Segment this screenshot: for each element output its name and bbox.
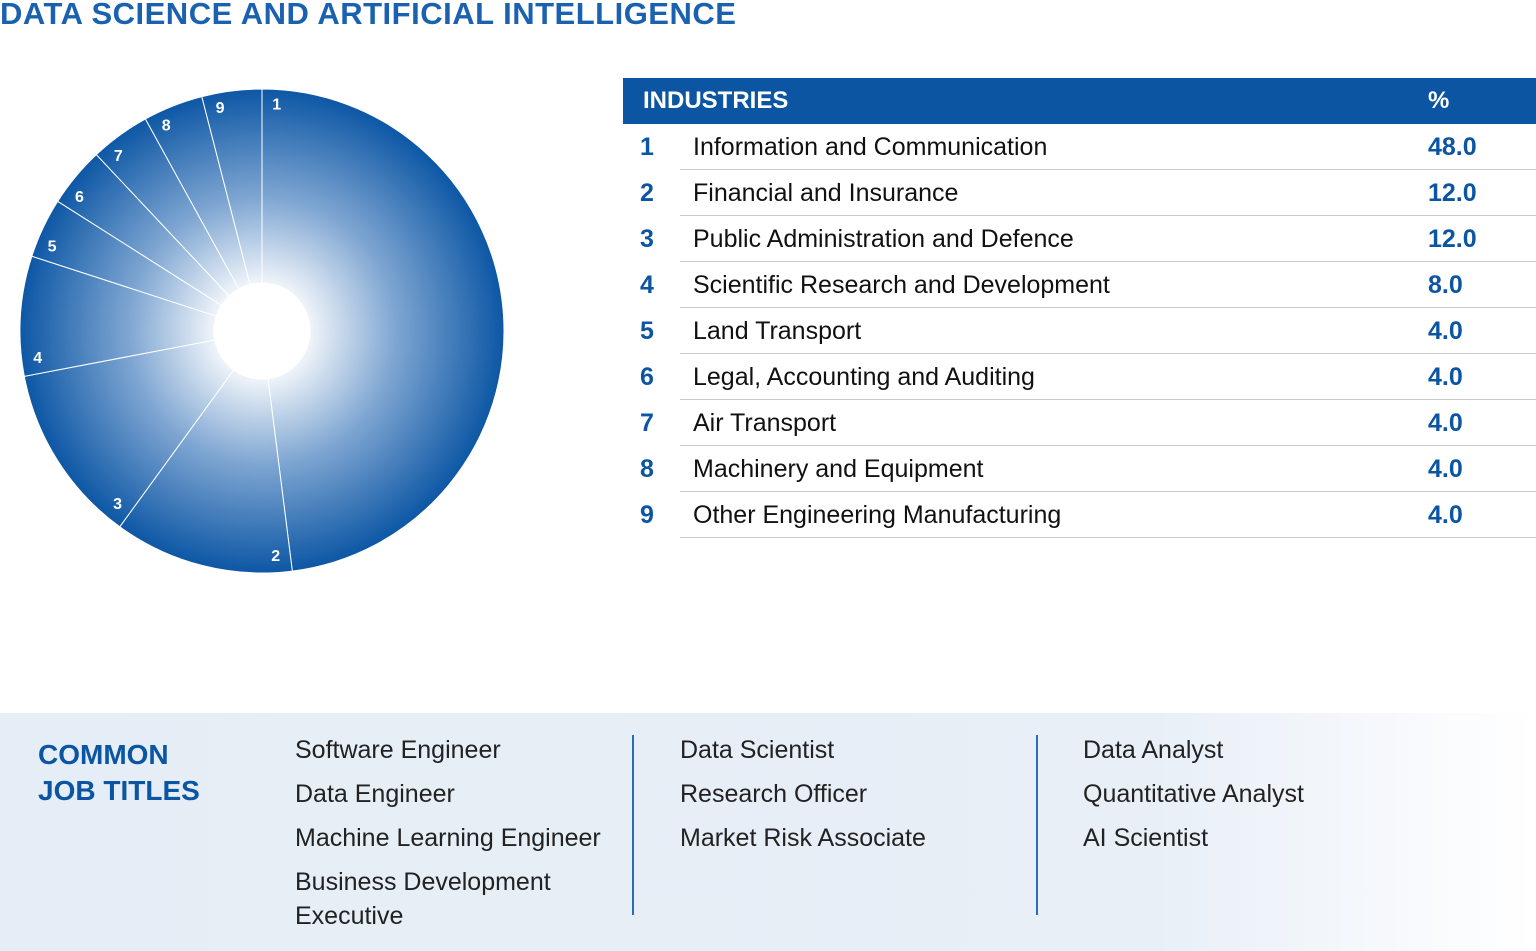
table-row: 3 Public Administration and Defence 12.0 [640, 216, 1536, 262]
row-number: 4 [640, 271, 654, 299]
table-row: 8 Machinery and Equipment 4.0 [640, 446, 1536, 492]
pie-slice [19, 255, 217, 377]
slice-label: 1 [272, 97, 281, 114]
row-number: 6 [640, 363, 654, 391]
table-row: 6 Legal, Accounting and Auditing 4.0 [640, 354, 1536, 400]
row-number: 7 [640, 409, 654, 437]
row-value: 48.0 [1428, 133, 1477, 161]
pie-slice [23, 339, 235, 528]
table-row: 4 Scientific Research and Development 8.0 [640, 262, 1536, 308]
title: DATA SCIENCE AND ARTIFICIAL INTELLIGENCE [0, 0, 737, 31]
header-industries: INDUSTRIES [643, 87, 789, 114]
job-title: Software Engineer [295, 736, 501, 764]
slice-label: 7 [114, 148, 123, 165]
job-column: Software Engineer Data Engineer Machine Le… [295, 733, 625, 943]
row-name: Scientific Research and Development [693, 271, 1110, 299]
row-name: Public Administration and Defence [693, 225, 1074, 253]
divider [1036, 735, 1038, 915]
table-row: 5 Land Transport 4.0 [640, 308, 1536, 354]
row-value: 4.0 [1428, 317, 1463, 345]
job-titles: COMMON JOB TITLES Software Engineer Data … [0, 713, 1536, 951]
job-column: Data Scientist Research Officer Market Ris… [680, 733, 1010, 865]
job-title: Data Engineer [295, 780, 455, 808]
header-percent: % [1428, 87, 1450, 114]
job-column: Data Analyst Quantitative Analyst AI Scien… [1083, 733, 1413, 865]
slice-label: 6 [75, 189, 84, 206]
divider [632, 735, 634, 915]
slice-label: 4 [33, 350, 42, 367]
job-title: Research Officer [680, 780, 868, 808]
job-title: Data Analyst [1083, 736, 1224, 764]
table-row: 9 Other Engineering Manufacturing 4.0 [640, 492, 1536, 538]
row-value: 4.0 [1428, 409, 1463, 437]
slice-label: 2 [271, 548, 280, 565]
job-title: Data Scientist [680, 736, 835, 764]
job-title: AI Scientist [1083, 824, 1209, 852]
job-title: Market Risk Associate [680, 824, 926, 852]
table-header: INDUSTRIES % [623, 78, 1536, 124]
slice-label: 5 [48, 239, 57, 256]
pie-chart: 1 2 3 4 5 6 7 8 9 [19, 88, 505, 574]
row-name: Legal, Accounting and Auditing [693, 363, 1035, 391]
row-value: 4.0 [1428, 363, 1463, 391]
row-name: Financial and Insurance [693, 179, 959, 207]
job-title: Quantitative Analyst [1083, 780, 1304, 808]
row-name: Land Transport [693, 317, 862, 345]
pie-slice [261, 88, 505, 572]
row-name: Machinery and Equipment [693, 455, 984, 483]
row-value: 8.0 [1428, 271, 1463, 299]
heading-line: JOB TITLES [38, 775, 200, 806]
row-name: Air Transport [693, 409, 837, 437]
pie-slice [119, 369, 293, 574]
row-number: 5 [640, 317, 654, 345]
row-value: 12.0 [1428, 179, 1477, 207]
job-title: Business Development Executive [295, 868, 551, 930]
table-row: 2 Financial and Insurance 12.0 [640, 170, 1536, 216]
row-name: Information and Communication [693, 133, 1048, 161]
job-heading: COMMON JOB TITLES [38, 737, 200, 809]
heading-line: COMMON [38, 739, 169, 770]
row-number: 2 [640, 179, 654, 207]
row-value: 12.0 [1428, 225, 1477, 253]
row-value: 4.0 [1428, 455, 1463, 483]
table-row: 7 Air Transport 4.0 [640, 400, 1536, 446]
row-number: 1 [640, 133, 654, 161]
table-row: 1 Information and Communication 48.0 [640, 124, 1536, 170]
row-number: 8 [640, 455, 654, 483]
row-number: 3 [640, 225, 654, 253]
row-number: 9 [640, 501, 654, 529]
row-name: Other Engineering Manufacturing [693, 501, 1062, 529]
slice-label: 3 [113, 496, 122, 513]
slice-label: 9 [216, 100, 225, 117]
industry-table: INDUSTRIES % 1 Information and Communicat… [623, 78, 1536, 538]
job-title: Machine Learning Engineer [295, 824, 601, 852]
row-value: 4.0 [1428, 501, 1463, 529]
slice-label: 8 [162, 118, 171, 135]
pie-slice [201, 88, 263, 286]
